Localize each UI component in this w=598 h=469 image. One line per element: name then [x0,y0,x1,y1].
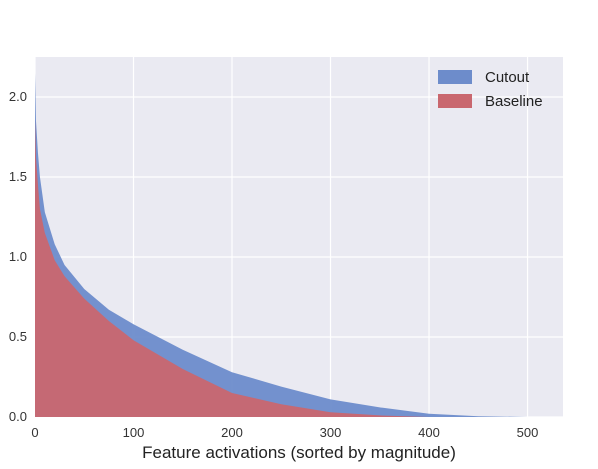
y-tick-label: 1.5 [9,169,27,184]
legend: Cutout Baseline [438,69,543,110]
y-tick-label: 2.0 [9,89,27,104]
legend-label-cutout: Cutout [485,69,530,86]
series-layer [35,73,540,418]
legend-swatch-baseline [438,94,472,108]
y-tick-label: 1.0 [9,249,27,264]
x-axis-label: Feature activations (sorted by magnitude… [142,443,456,462]
x-tick-label: 0 [31,425,38,440]
x-tick-label: 400 [418,425,440,440]
series-area-baseline [35,119,540,418]
y-tick-label: 0.0 [9,409,27,424]
y-axis: 0.0 0.5 1.0 1.5 2.0 [9,89,27,424]
x-tick-label: 300 [320,425,342,440]
x-axis: 0 100 200 300 400 500 [31,425,538,440]
x-tick-label: 100 [123,425,145,440]
legend-swatch-cutout [438,70,472,84]
y-tick-label: 0.5 [9,329,27,344]
x-tick-label: 500 [517,425,539,440]
x-tick-label: 200 [221,425,243,440]
legend-label-baseline: Baseline [485,93,543,110]
